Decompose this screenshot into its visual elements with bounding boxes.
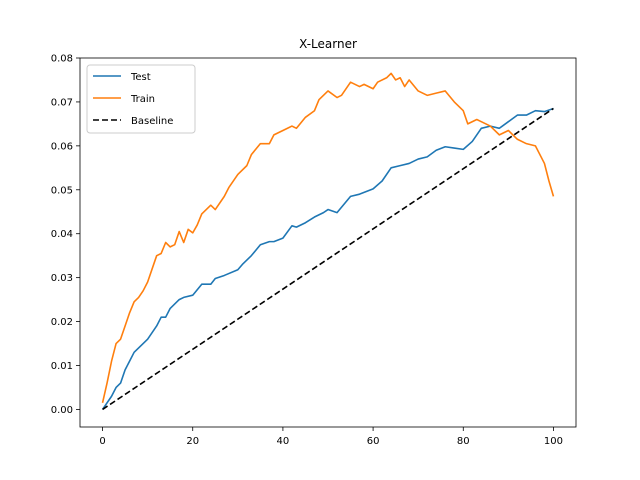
y-tick-label: 0.03 bbox=[51, 273, 73, 284]
series-line-baseline bbox=[102, 107, 554, 411]
y-tick-label: 0.06 bbox=[51, 141, 73, 152]
axes: 0 20 40 60 80 100 0.00 0.01 0.02 0.03 0.04 0.05 0.06… bbox=[51, 54, 577, 447]
x-tick-label: 100 bbox=[544, 436, 563, 447]
legend-box bbox=[86, 64, 196, 134]
legend-label-baseline: Baseline bbox=[131, 116, 173, 127]
x-tick-label: 20 bbox=[186, 436, 199, 447]
legend-label-test: Test bbox=[130, 72, 151, 83]
series-line-train bbox=[101, 72, 555, 404]
chart-title: X-Learner bbox=[299, 37, 357, 51]
x-tick-label: 60 bbox=[367, 436, 380, 447]
x-tick-label: 40 bbox=[277, 436, 290, 447]
y-tick-label: 0.05 bbox=[51, 185, 73, 196]
y-tick-label: 0.08 bbox=[51, 54, 73, 65]
legend-label-train: Train bbox=[130, 94, 155, 105]
legend: Test Train Baseline bbox=[86, 64, 196, 134]
series-line-test bbox=[101, 107, 554, 410]
y-tick-label: 0.02 bbox=[51, 317, 73, 328]
x-tick-label: 80 bbox=[457, 436, 470, 447]
x-tick-label: 0 bbox=[99, 436, 105, 447]
y-tick-label: 0.07 bbox=[51, 97, 73, 108]
y-tick-label: 0.04 bbox=[51, 229, 73, 240]
y-tick-label: 0.00 bbox=[51, 405, 73, 416]
axes-frame bbox=[79, 57, 577, 428]
plot-area bbox=[101, 72, 555, 411]
y-tick-label: 0.01 bbox=[51, 361, 73, 372]
